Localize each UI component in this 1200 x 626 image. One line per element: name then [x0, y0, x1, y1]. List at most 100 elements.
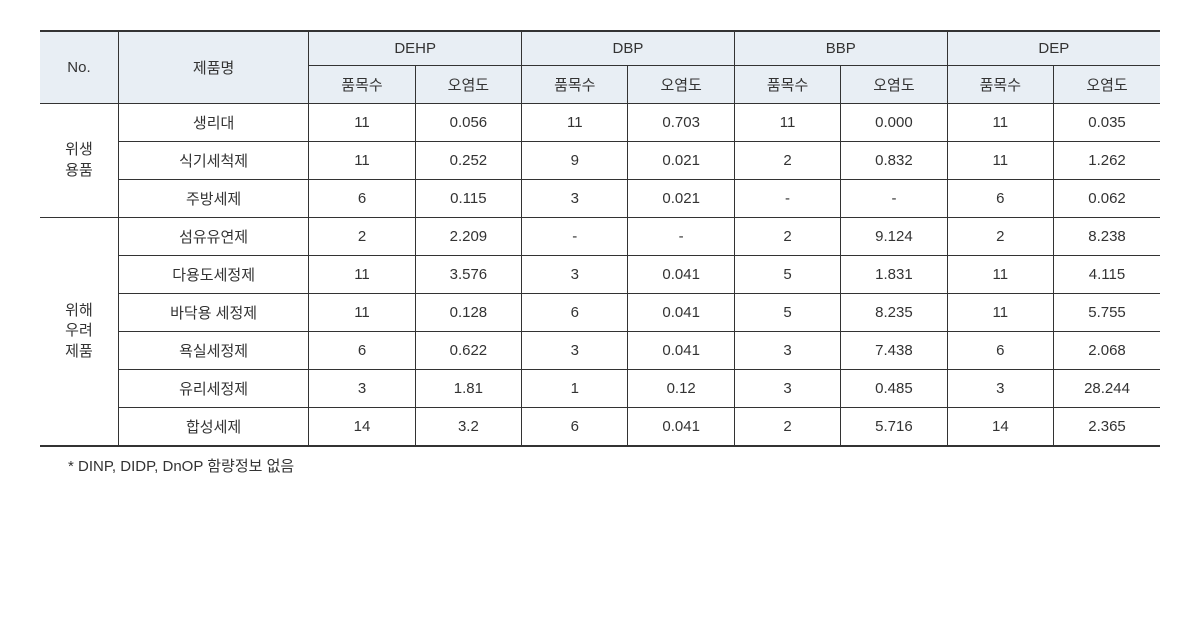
table-row: 합성세제143.260.04125.716142.365	[40, 408, 1160, 447]
footnote-text: * DINP, DIDP, DnOP 함량정보 없음	[40, 455, 1160, 476]
value-cell: -	[734, 180, 840, 218]
value-cell: 0.252	[415, 142, 521, 180]
value-cell: 9	[522, 142, 628, 180]
value-cell: 0.832	[841, 142, 947, 180]
value-cell: 11	[947, 256, 1053, 294]
product-cell: 주방세제	[118, 180, 308, 218]
value-cell: 2.209	[415, 218, 521, 256]
category-cell: 위생 용품	[40, 104, 118, 218]
value-cell: 5.716	[841, 408, 947, 447]
header-group-bbp: BBP	[734, 31, 947, 66]
value-cell: 2.068	[1054, 332, 1160, 370]
value-cell: 11	[309, 104, 415, 142]
value-cell: 2	[734, 142, 840, 180]
value-cell: -	[841, 180, 947, 218]
table-row: 다용도세정제113.57630.04151.831114.115	[40, 256, 1160, 294]
header-sub-item: 품목수	[734, 66, 840, 104]
value-cell: 1.831	[841, 256, 947, 294]
value-cell: 3.2	[415, 408, 521, 447]
header-sub-cont: 오염도	[628, 66, 734, 104]
value-cell: 4.115	[1054, 256, 1160, 294]
value-cell: 1.81	[415, 370, 521, 408]
header-group-dbp: DBP	[522, 31, 735, 66]
value-cell: 0.041	[628, 408, 734, 447]
value-cell: 2	[734, 408, 840, 447]
value-cell: 9.124	[841, 218, 947, 256]
value-cell: 6	[947, 180, 1053, 218]
value-cell: 0.485	[841, 370, 947, 408]
product-cell: 생리대	[118, 104, 308, 142]
value-cell: 11	[309, 142, 415, 180]
header-sub-cont: 오염도	[841, 66, 947, 104]
value-cell: 3	[734, 332, 840, 370]
value-cell: 11	[522, 104, 628, 142]
table-row: 주방세제60.11530.021--60.062	[40, 180, 1160, 218]
value-cell: 1.262	[1054, 142, 1160, 180]
value-cell: 6	[309, 180, 415, 218]
value-cell: 0.000	[841, 104, 947, 142]
value-cell: 6	[309, 332, 415, 370]
value-cell: 3	[734, 370, 840, 408]
product-cell: 식기세척제	[118, 142, 308, 180]
value-cell: 14	[947, 408, 1053, 447]
value-cell: 3	[522, 256, 628, 294]
value-cell: 11	[947, 294, 1053, 332]
category-cell: 위해 우려 제품	[40, 218, 118, 447]
value-cell: 0.115	[415, 180, 521, 218]
value-cell: 6	[522, 408, 628, 447]
value-cell: 11	[947, 142, 1053, 180]
value-cell: 0.128	[415, 294, 521, 332]
value-cell: 6	[522, 294, 628, 332]
product-cell: 유리세정제	[118, 370, 308, 408]
table-row: 식기세척제110.25290.02120.832111.262	[40, 142, 1160, 180]
header-group-dep: DEP	[947, 31, 1160, 66]
value-cell: 0.056	[415, 104, 521, 142]
value-cell: 7.438	[841, 332, 947, 370]
data-table: No. 제품명 DEHP DBP BBP DEP 품목수 오염도 품목수 오염도…	[40, 30, 1160, 447]
value-cell: -	[522, 218, 628, 256]
product-cell: 욕실세정제	[118, 332, 308, 370]
value-cell: 2.365	[1054, 408, 1160, 447]
header-sub-cont: 오염도	[1054, 66, 1160, 104]
value-cell: 5	[734, 294, 840, 332]
value-cell: 8.235	[841, 294, 947, 332]
product-cell: 섬유유연제	[118, 218, 308, 256]
value-cell: 2	[947, 218, 1053, 256]
table-row: 욕실세정제60.62230.04137.43862.068	[40, 332, 1160, 370]
value-cell: 2	[309, 218, 415, 256]
value-cell: 0.021	[628, 180, 734, 218]
product-cell: 합성세제	[118, 408, 308, 447]
value-cell: 1	[522, 370, 628, 408]
header-sub-item: 품목수	[947, 66, 1053, 104]
header-product: 제품명	[118, 31, 308, 104]
value-cell: 3	[522, 180, 628, 218]
table-row: 위생 용품생리대110.056110.703110.000110.035	[40, 104, 1160, 142]
value-cell: 11	[734, 104, 840, 142]
table-row: 유리세정제31.8110.1230.485328.244	[40, 370, 1160, 408]
value-cell: 0.041	[628, 256, 734, 294]
value-cell: 8.238	[1054, 218, 1160, 256]
value-cell: 3	[947, 370, 1053, 408]
table-header: No. 제품명 DEHP DBP BBP DEP 품목수 오염도 품목수 오염도…	[40, 31, 1160, 104]
value-cell: 0.062	[1054, 180, 1160, 218]
product-cell: 바닥용 세정제	[118, 294, 308, 332]
header-sub-cont: 오염도	[415, 66, 521, 104]
value-cell: 11	[947, 104, 1053, 142]
value-cell: 2	[734, 218, 840, 256]
value-cell: 3	[309, 370, 415, 408]
value-cell: 11	[309, 256, 415, 294]
value-cell: 0.622	[415, 332, 521, 370]
table-row: 위해 우려 제품섬유유연제22.209--29.12428.238	[40, 218, 1160, 256]
value-cell: 28.244	[1054, 370, 1160, 408]
header-group-dehp: DEHP	[309, 31, 522, 66]
value-cell: 3	[522, 332, 628, 370]
product-cell: 다용도세정제	[118, 256, 308, 294]
value-cell: 0.12	[628, 370, 734, 408]
table-body: 위생 용품생리대110.056110.703110.000110.035식기세척…	[40, 104, 1160, 447]
value-cell: 0.021	[628, 142, 734, 180]
value-cell: -	[628, 218, 734, 256]
header-no: No.	[40, 31, 118, 104]
header-sub-item: 품목수	[309, 66, 415, 104]
value-cell: 6	[947, 332, 1053, 370]
value-cell: 14	[309, 408, 415, 447]
